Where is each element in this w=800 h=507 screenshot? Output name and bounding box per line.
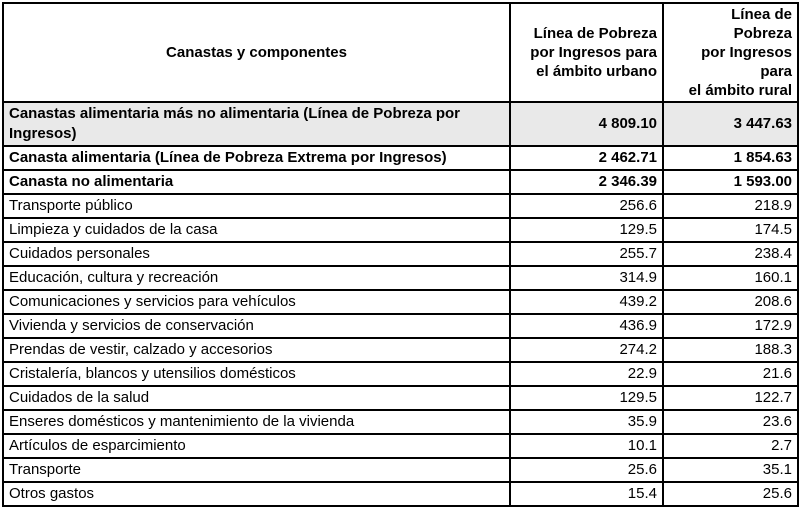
- table-row: Canastas alimentaria más no alimentaria …: [2, 101, 799, 147]
- row-urban-value: 129.5: [509, 217, 664, 243]
- header-row: Canastas y componentes Línea de Pobreza …: [2, 2, 799, 103]
- row-urban-value: 129.5: [509, 385, 664, 411]
- row-rural-value: 35.1: [662, 457, 799, 483]
- table-row: Prendas de vestir, calzado y accesorios …: [2, 337, 799, 363]
- row-urban-value: 2 346.39: [509, 169, 664, 195]
- row-rural-value: 208.6: [662, 289, 799, 315]
- table-row: Cristalería, blancos y utensilios domést…: [2, 361, 799, 387]
- table-row: Transporte 25.6 35.1: [2, 457, 799, 483]
- row-rural-value: 188.3: [662, 337, 799, 363]
- row-label: Limpieza y cuidados de la casa: [2, 217, 511, 243]
- header-components: Canastas y componentes: [2, 2, 511, 103]
- table-row: Otros gastos 15.4 25.6: [2, 481, 799, 507]
- row-rural-value: 1 854.63: [662, 145, 799, 171]
- row-rural-value: 2.7: [662, 433, 799, 459]
- row-urban-value: 4 809.10: [509, 101, 664, 147]
- row-urban-value: 22.9: [509, 361, 664, 387]
- row-rural-value: 23.6: [662, 409, 799, 435]
- row-label: Canasta alimentaria (Línea de Pobreza Ex…: [2, 145, 511, 171]
- row-urban-value: 10.1: [509, 433, 664, 459]
- table-body: Canastas alimentaria más no alimentaria …: [2, 101, 799, 507]
- row-label: Artículos de esparcimiento: [2, 433, 511, 459]
- row-label: Transporte: [2, 457, 511, 483]
- row-label: Cuidados personales: [2, 241, 511, 267]
- row-urban-value: 255.7: [509, 241, 664, 267]
- row-label: Canasta no alimentaria: [2, 169, 511, 195]
- header-urban-poverty-line: Línea de Pobreza por Ingresos para el ám…: [509, 2, 664, 103]
- table-row: Comunicaciones y servicios para vehículo…: [2, 289, 799, 315]
- row-urban-value: 439.2: [509, 289, 664, 315]
- row-label: Educación, cultura y recreación: [2, 265, 511, 291]
- table-row: Limpieza y cuidados de la casa 129.5 174…: [2, 217, 799, 243]
- row-label: Comunicaciones y servicios para vehículo…: [2, 289, 511, 315]
- row-rural-value: 174.5: [662, 217, 799, 243]
- row-label: Cristalería, blancos y utensilios domést…: [2, 361, 511, 387]
- row-label: Canastas alimentaria más no alimentaria …: [2, 101, 511, 147]
- row-urban-value: 314.9: [509, 265, 664, 291]
- row-rural-value: 160.1: [662, 265, 799, 291]
- table-row: Vivienda y servicios de conservación 436…: [2, 313, 799, 339]
- row-label: Transporte público: [2, 193, 511, 219]
- row-urban-value: 25.6: [509, 457, 664, 483]
- row-urban-value: 35.9: [509, 409, 664, 435]
- table-row: Artículos de esparcimiento 10.1 2.7: [2, 433, 799, 459]
- table-row: Transporte público 256.6 218.9: [2, 193, 799, 219]
- row-urban-value: 256.6: [509, 193, 664, 219]
- row-rural-value: 172.9: [662, 313, 799, 339]
- row-label: Enseres domésticos y mantenimiento de la…: [2, 409, 511, 435]
- row-label: Prendas de vestir, calzado y accesorios: [2, 337, 511, 363]
- table-row: Cuidados de la salud 129.5 122.7: [2, 385, 799, 411]
- row-urban-value: 436.9: [509, 313, 664, 339]
- row-rural-value: 25.6: [662, 481, 799, 507]
- row-rural-value: 238.4: [662, 241, 799, 267]
- table-row: Canasta no alimentaria 2 346.39 1 593.00: [2, 169, 799, 195]
- row-rural-value: 122.7: [662, 385, 799, 411]
- table-row: Enseres domésticos y mantenimiento de la…: [2, 409, 799, 435]
- table-row: Cuidados personales 255.7 238.4: [2, 241, 799, 267]
- row-label: Cuidados de la salud: [2, 385, 511, 411]
- row-label: Vivienda y servicios de conservación: [2, 313, 511, 339]
- header-rural-poverty-line: Línea de Pobreza por Ingresos para el ám…: [662, 2, 799, 103]
- row-urban-value: 274.2: [509, 337, 664, 363]
- row-label: Otros gastos: [2, 481, 511, 507]
- row-rural-value: 218.9: [662, 193, 799, 219]
- table-header: Canastas y componentes Línea de Pobreza …: [2, 2, 799, 103]
- row-urban-value: 2 462.71: [509, 145, 664, 171]
- row-rural-value: 21.6: [662, 361, 799, 387]
- row-rural-value: 1 593.00: [662, 169, 799, 195]
- row-urban-value: 15.4: [509, 481, 664, 507]
- table-row: Canasta alimentaria (Línea de Pobreza Ex…: [2, 145, 799, 171]
- table-row: Educación, cultura y recreación 314.9 16…: [2, 265, 799, 291]
- row-rural-value: 3 447.63: [662, 101, 799, 147]
